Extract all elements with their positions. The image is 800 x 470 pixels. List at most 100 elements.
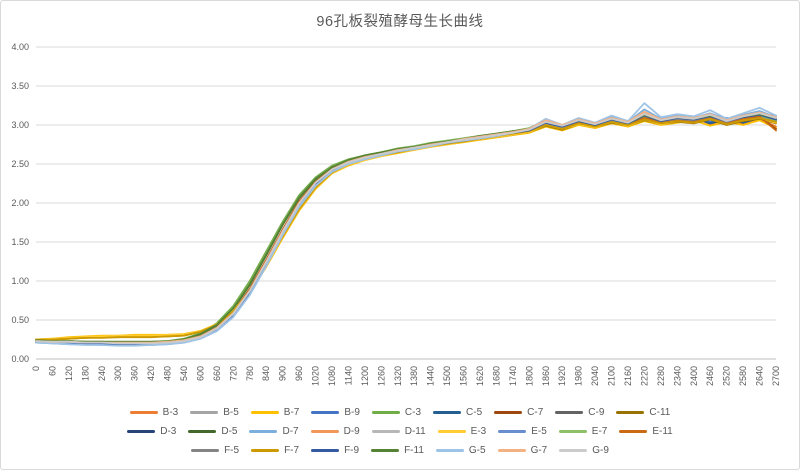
legend-swatch	[498, 430, 527, 433]
x-axis-tick-label: 1560	[459, 366, 469, 386]
legend-swatch	[250, 411, 279, 414]
legend-swatch	[559, 449, 588, 452]
legend-item-G-5[interactable]: G-5	[435, 444, 486, 456]
legend-swatch	[433, 411, 462, 414]
legend-swatch	[437, 430, 466, 433]
legend-item-D-3[interactable]: D-3	[127, 426, 176, 437]
legend-item-B-3[interactable]: B-3	[129, 406, 179, 418]
series-line-G-7[interactable]	[35, 110, 777, 344]
legend-swatch	[251, 449, 280, 452]
legend-item-F-9[interactable]: F-9	[311, 444, 360, 456]
legend-item-D-5[interactable]: D-5	[188, 426, 237, 437]
legend-swatch	[188, 430, 217, 433]
legend-item-E-5[interactable]: E-5	[498, 426, 547, 437]
x-axis-tick-label: 1500	[442, 366, 452, 386]
legend-item-B-9[interactable]: B-9	[311, 406, 360, 418]
x-axis-tick-label: 1980	[574, 366, 584, 386]
x-axis-tick-label: 1080	[327, 366, 337, 386]
legend-swatch	[311, 449, 340, 452]
legend-item-D-7[interactable]: D-7	[249, 425, 299, 437]
legend-item-F-11[interactable]: F-11	[371, 444, 424, 456]
legend-label: F-11	[404, 444, 424, 456]
legend-item-F-7[interactable]: F-7	[251, 445, 299, 456]
legend-item-D-11[interactable]: D-11	[371, 425, 426, 437]
series-line-B-7[interactable]	[35, 119, 777, 341]
x-axis-tick-label: 2280	[656, 366, 666, 386]
legend-swatch	[558, 430, 587, 433]
legend-label: G-5	[468, 444, 486, 456]
legend-item-E-3[interactable]: E-3	[437, 425, 487, 437]
legend-swatch	[497, 449, 526, 452]
legend-row: B-3 B-5 B-7 B-9 C-3 C-5 C-7 C-9 C-11	[124, 403, 677, 422]
legend-swatch	[371, 449, 400, 452]
legend-swatch	[129, 411, 158, 414]
legend-item-F-5[interactable]: F-5	[191, 445, 239, 456]
x-axis-tick-label: 2460	[705, 366, 715, 386]
series-line-G-9[interactable]	[35, 112, 777, 345]
x-axis-tick-label: 1260	[376, 366, 386, 386]
legend-swatch	[435, 449, 464, 452]
legend-swatch	[190, 411, 219, 414]
legend-item-C-5[interactable]: C-5	[433, 406, 483, 418]
legend-label: C-5	[466, 406, 483, 418]
legend-item-C-7[interactable]: C-7	[494, 406, 544, 418]
legend-item-E-7[interactable]: E-7	[558, 426, 607, 437]
legend-swatch	[555, 411, 584, 414]
x-axis-tick-label: 2040	[590, 366, 600, 386]
legend-swatch	[127, 430, 156, 433]
y-axis-tick-label: 0.50	[11, 315, 29, 325]
legend-label: D-11	[404, 425, 426, 437]
legend-item-C-9[interactable]: C-9	[555, 406, 605, 418]
x-axis-tick-label: 2340	[672, 366, 682, 386]
y-axis-tick-label: 1.00	[11, 276, 29, 286]
y-axis-tick-label: 2.50	[11, 159, 29, 169]
legend-label: E-11	[652, 425, 673, 437]
y-axis-tick-label: 3.00	[11, 120, 29, 130]
x-axis-tick-label: 2220	[639, 366, 649, 386]
legend-item-B-7[interactable]: B-7	[250, 407, 299, 418]
legend-label: F-9	[344, 444, 360, 456]
y-axis-tick-label: 3.50	[11, 81, 29, 91]
legend: B-3 B-5 B-7 B-9 C-3 C-5 C-7 C-9 C-11 D-3 D-5 D-7 D-9…	[1, 403, 799, 460]
x-axis-tick-label: 600	[195, 366, 205, 381]
legend-swatch	[310, 430, 339, 433]
x-axis-tick-label: 660	[212, 366, 222, 381]
x-axis-tick-label: 2700	[771, 366, 781, 386]
legend-label: B-5	[223, 406, 239, 418]
x-axis-tick-label: 300	[113, 366, 123, 381]
y-axis-tick-label: 2.00	[11, 198, 29, 208]
legend-swatch	[249, 430, 278, 433]
legend-swatch	[371, 411, 400, 414]
x-axis-tick-label: 60	[47, 366, 57, 376]
x-axis-tick-label: 1920	[557, 366, 567, 386]
legend-label: C-9	[588, 406, 605, 418]
legend-label: D-7	[282, 425, 299, 437]
chart-title: 96孔板裂殖酵母生长曲线	[316, 14, 484, 30]
x-axis-tick-label: 1620	[475, 366, 485, 386]
legend-swatch	[311, 411, 340, 414]
legend-item-C-3[interactable]: C-3	[371, 407, 421, 418]
legend-label: C-7	[527, 406, 544, 418]
legend-label: B-3	[162, 406, 179, 418]
legend-label: E-3	[470, 425, 487, 437]
legend-item-D-9[interactable]: D-9	[310, 426, 360, 437]
x-axis-tick-label: 1140	[343, 366, 353, 385]
legend-item-E-11[interactable]: E-11	[619, 425, 673, 437]
x-axis-tick-label: 780	[245, 366, 255, 381]
x-axis-tick-label: 240	[97, 366, 107, 381]
legend-item-C-11[interactable]: C-11	[616, 407, 670, 418]
legend-item-G-7[interactable]: G-7	[497, 445, 547, 456]
series-line-G-5[interactable]	[35, 102, 777, 347]
legend-label: G-9	[592, 444, 609, 456]
legend-swatch	[616, 411, 645, 414]
x-axis-tick-label: 1320	[393, 366, 403, 386]
x-axis-tick-label: 1740	[508, 366, 518, 386]
legend-item-B-5[interactable]: B-5	[190, 406, 239, 418]
x-axis-tick-label: 1380	[409, 366, 419, 386]
series-line-D-7[interactable]	[35, 108, 777, 346]
plot-area: 0.00 0.50 1.00 1.50 2.00 2.50 3.00 3.50 4.00 0 60 1…	[11, 42, 781, 386]
legend-item-G-9[interactable]: G-9	[559, 444, 609, 456]
y-axis-tick-label: 1.50	[11, 237, 29, 247]
legend-label: B-9	[344, 406, 360, 418]
